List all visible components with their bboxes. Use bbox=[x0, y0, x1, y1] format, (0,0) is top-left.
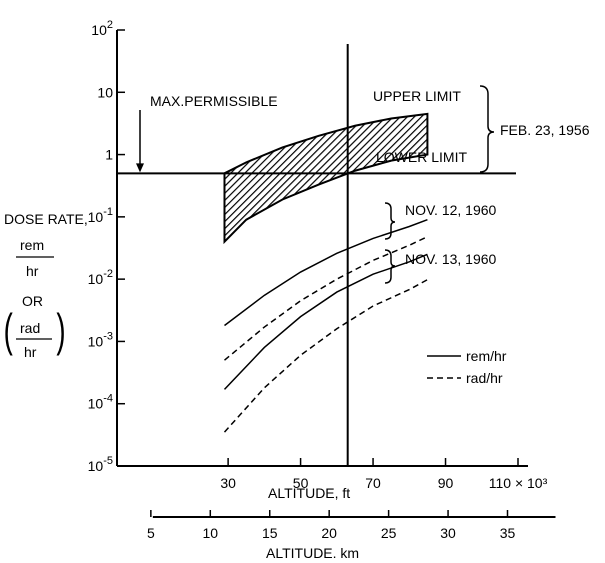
band-bracket bbox=[479, 85, 495, 173]
y-tick-label: 10-3 bbox=[88, 330, 113, 349]
y-tick-label-base: 1 bbox=[105, 147, 113, 163]
nov13-bracket bbox=[384, 249, 396, 284]
x-axis-title-ft: ALTITUDE, ft bbox=[268, 485, 350, 501]
x-tick-label: 50 bbox=[293, 475, 309, 491]
x-tick-label: 90 bbox=[438, 475, 454, 491]
band-date-label: FEB. 23, 1956 bbox=[500, 122, 590, 138]
y-tick-label: 10-2 bbox=[88, 268, 113, 287]
nov13-label: NOV. 13, 1960 bbox=[405, 251, 497, 267]
x-tick-label: 70 bbox=[365, 475, 381, 491]
series-rem-line bbox=[223, 253, 428, 390]
y-tick-label-base: 10 bbox=[88, 333, 104, 349]
y-axis-title-line1: DOSE RATE, bbox=[4, 211, 88, 227]
y-tick-label: 10 bbox=[97, 84, 113, 100]
y-axis-title-or: OR bbox=[22, 293, 43, 309]
legend-rem-label: rem/hr bbox=[466, 348, 507, 364]
y-tick-label-exponent: -3 bbox=[103, 330, 113, 342]
y-tick-label: 10-1 bbox=[88, 206, 113, 225]
band-area bbox=[223, 112, 429, 245]
series-rad-line bbox=[223, 279, 428, 433]
feb-1956-band bbox=[223, 112, 429, 245]
series-rem-line bbox=[224, 219, 428, 327]
x-axis-title-km: ALTITUDE. km bbox=[266, 545, 359, 561]
km-tick-label: 15 bbox=[262, 525, 278, 541]
max-permissible-arrow-head bbox=[136, 163, 144, 173]
legend-rad-label: rad/hr bbox=[466, 370, 503, 386]
x-tick-label: 110 × 10³ bbox=[489, 475, 548, 491]
lower-limit-label: LOWER LIMIT bbox=[376, 149, 467, 165]
y-tick-label: 1 bbox=[105, 147, 113, 163]
km-tick-label: 25 bbox=[381, 525, 397, 541]
reference-lines bbox=[117, 44, 516, 466]
y-axis-title-rem: rem bbox=[20, 237, 44, 253]
y-axis-title-hr: hr bbox=[26, 263, 39, 279]
nov12-label: NOV. 12, 1960 bbox=[405, 202, 497, 218]
annotations bbox=[384, 85, 495, 284]
y-axis-title-rad: rad bbox=[20, 320, 40, 336]
y-tick-label-base: 10 bbox=[88, 458, 104, 474]
km-tick-label: 5 bbox=[147, 525, 155, 541]
legend: rem/hr rad/hr bbox=[427, 348, 507, 386]
series-lines bbox=[223, 219, 428, 433]
y-tick-label: 10-5 bbox=[88, 455, 113, 474]
km-tick-label: 30 bbox=[440, 525, 456, 541]
y-tick-label-base: 10 bbox=[91, 22, 107, 38]
max-permissible-label: MAX.PERMISSIBLE bbox=[150, 93, 278, 109]
y-tick-label-exponent: -2 bbox=[103, 268, 113, 280]
y-tick-label-base: 10 bbox=[88, 209, 104, 225]
y-axis-title-paren-close: ) bbox=[56, 306, 65, 357]
y-axis-title-hr-2: hr bbox=[24, 344, 37, 360]
y-tick-label-base: 10 bbox=[97, 84, 113, 100]
y-tick-label-exponent: -5 bbox=[103, 455, 113, 467]
km-tick-label: 35 bbox=[500, 525, 516, 541]
km-tick-label: 10 bbox=[203, 525, 219, 541]
y-tick-label-base: 10 bbox=[88, 396, 104, 412]
km-tick-label: 20 bbox=[321, 525, 337, 541]
x-tick-label: 30 bbox=[220, 475, 236, 491]
y-tick-label: 102 bbox=[91, 19, 113, 38]
series-rad-line bbox=[224, 236, 428, 361]
upper-limit-label: UPPER LIMIT bbox=[373, 88, 461, 104]
y-tick-label-exponent: -4 bbox=[103, 393, 113, 405]
nov12-bracket bbox=[384, 202, 396, 240]
y-tick-label-exponent: -1 bbox=[103, 206, 113, 218]
y-tick-label: 10-4 bbox=[88, 393, 113, 412]
y-axis-title: DOSE RATE, rem hr OR ( rad hr ) bbox=[4, 211, 88, 360]
y-axis-title-paren-open: ( bbox=[4, 306, 13, 357]
y-tick-label-base: 10 bbox=[88, 271, 104, 287]
y-tick-label-exponent: 2 bbox=[107, 19, 113, 31]
